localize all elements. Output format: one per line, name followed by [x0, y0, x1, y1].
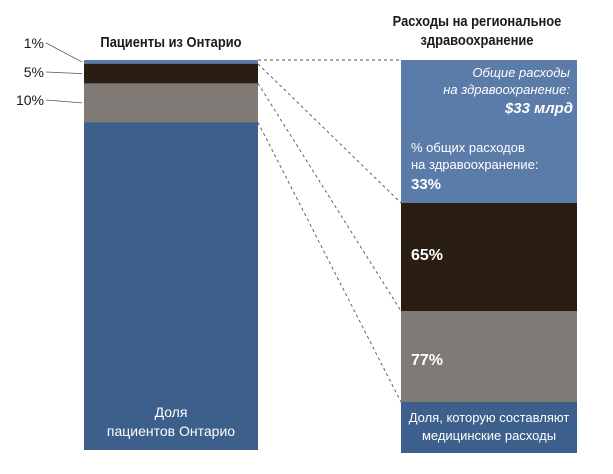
right-segment-label: 77%	[411, 352, 444, 369]
left-leader-line	[45, 71, 83, 75]
right-bar-segment	[401, 203, 577, 311]
right-chart-title: Расходы на региональное здравоохранение	[392, 13, 562, 49]
left-bar-segment	[84, 60, 258, 64]
left-bar-segment	[84, 83, 258, 123]
share-of-spending-label: % общих расходов на здравоохранение:	[411, 140, 539, 172]
right-bar-remainder	[401, 402, 577, 453]
left-leader-line	[45, 99, 83, 104]
total-spending-value: $33 млрд	[504, 100, 573, 117]
right-bottom-label: Доля, которую составляют медицинские рас…	[408, 410, 570, 443]
left-segment-label: 5%	[23, 64, 44, 80]
left-bar-label: Доля пациентов Онтарио	[106, 404, 236, 439]
left-segment-label: 10%	[15, 92, 44, 108]
left-segment-label: 1%	[23, 35, 44, 51]
left-leader-line	[45, 42, 83, 63]
connector-line	[257, 83, 402, 312]
right-segment-label: 65%	[411, 247, 444, 264]
connector-line	[257, 63, 402, 204]
left-bar-remainder	[84, 60, 258, 450]
right-segment-label: 33%	[411, 176, 442, 193]
right-bar-segment	[401, 60, 577, 203]
left-chart-title: Пациенты из Онтарио	[100, 34, 242, 51]
connector-line	[257, 122, 402, 403]
left-bar-segment	[84, 63, 258, 84]
total-spending-label: Общие расходы на здравоохранение:	[443, 65, 570, 97]
right-bar-segment	[401, 311, 577, 402]
